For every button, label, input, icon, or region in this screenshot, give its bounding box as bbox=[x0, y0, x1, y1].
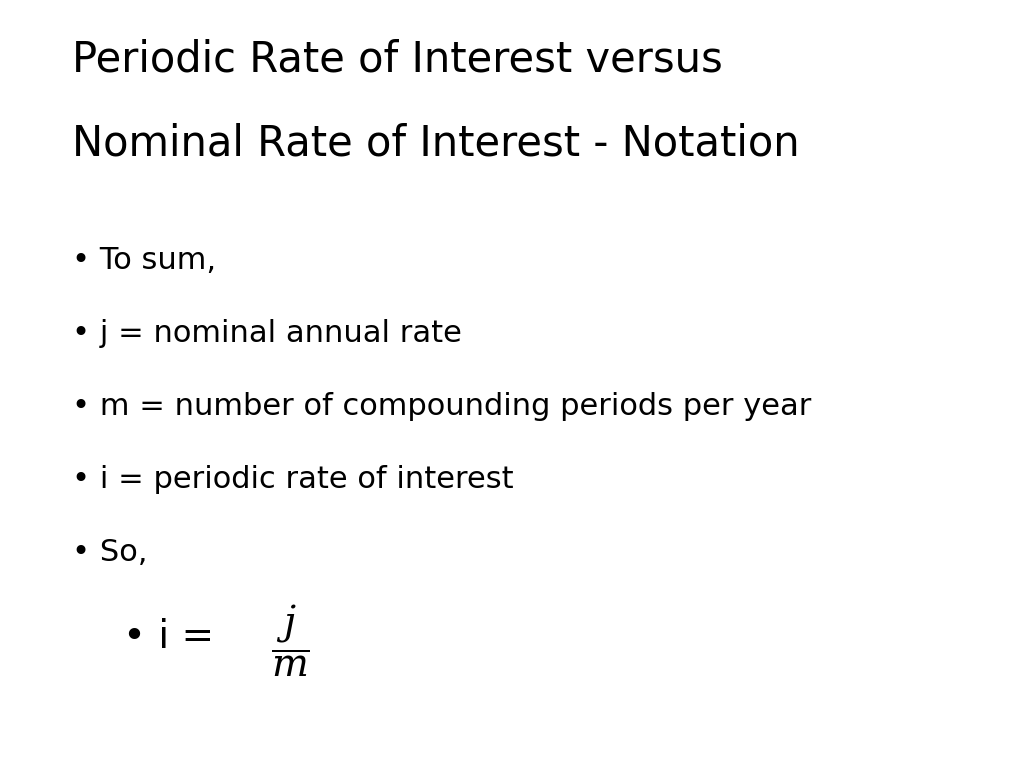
Text: • i = periodic rate of interest: • i = periodic rate of interest bbox=[72, 465, 513, 494]
Text: • So,: • So, bbox=[72, 538, 147, 567]
Text: Periodic Rate of Interest versus: Periodic Rate of Interest versus bbox=[72, 38, 722, 81]
Text: • To sum,: • To sum, bbox=[72, 246, 216, 275]
Text: • i =: • i = bbox=[123, 618, 226, 656]
Text: • m = number of compounding periods per year: • m = number of compounding periods per … bbox=[72, 392, 811, 421]
Text: $\dfrac{j}{m}$: $\dfrac{j}{m}$ bbox=[271, 603, 310, 680]
Text: Nominal Rate of Interest - Notation: Nominal Rate of Interest - Notation bbox=[72, 123, 800, 165]
Text: • j = nominal annual rate: • j = nominal annual rate bbox=[72, 319, 462, 348]
